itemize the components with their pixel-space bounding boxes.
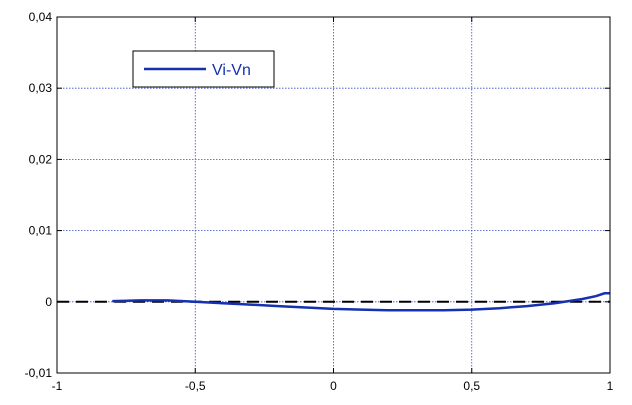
y-tick-label: 0,02: [29, 152, 53, 166]
x-tick-label: -1: [52, 379, 63, 393]
y-tick-label: -0,01: [25, 366, 53, 380]
x-tick-label: -0,5: [185, 379, 206, 393]
legend: Vi-Vn: [132, 50, 275, 88]
y-tick-label: 0: [45, 295, 52, 309]
y-tick-label: 0,03: [29, 81, 53, 95]
legend-label-vi-vn: Vi-Vn: [212, 62, 251, 79]
x-tick-label: 0: [330, 379, 337, 393]
y-tick-label: 0,01: [29, 224, 53, 238]
x-tick-label: 1: [607, 379, 614, 393]
x-tick-label: 0,5: [463, 379, 480, 393]
y-axis-ticks: -0,01 0 0,01 0,02 0,03 0,04: [25, 10, 610, 380]
x-axis-ticks: -1 -0,5 0 0,5 1: [52, 17, 614, 393]
series-line-vi-vn: [112, 292, 610, 312]
y-tick-label: 0,04: [29, 10, 53, 24]
